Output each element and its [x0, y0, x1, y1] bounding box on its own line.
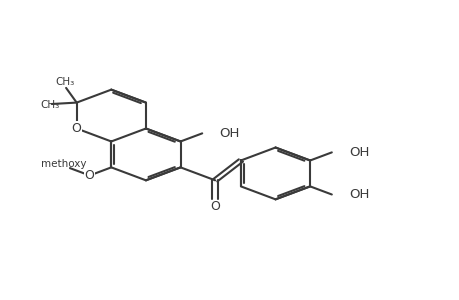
Text: OH: OH	[348, 146, 369, 159]
Text: CH₃: CH₃	[40, 100, 59, 110]
Text: OH: OH	[219, 127, 239, 140]
Text: CH₃: CH₃	[55, 76, 74, 86]
Text: O: O	[84, 169, 95, 182]
Text: OH: OH	[348, 188, 369, 201]
Text: O: O	[72, 122, 81, 135]
Text: O: O	[210, 200, 220, 213]
Text: methoxy: methoxy	[41, 159, 87, 170]
